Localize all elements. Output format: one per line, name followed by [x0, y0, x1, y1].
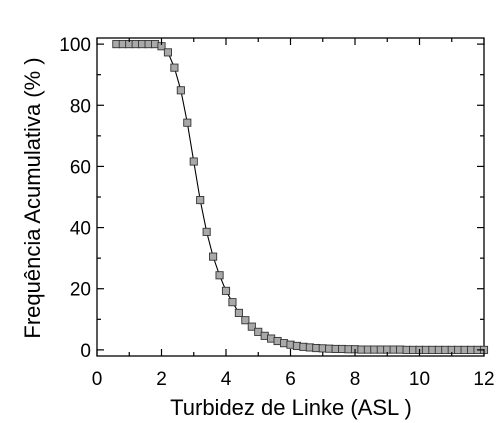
y-tick-label: 80 — [70, 96, 91, 117]
x-tick-label: 8 — [350, 369, 361, 390]
y-tick-label: 0 — [80, 341, 91, 362]
y-tick-label: 100 — [59, 35, 91, 56]
data-point — [241, 316, 250, 325]
tick-labels: 0 2 4 6 8 10 12 0 20 40 60 80 100 — [59, 35, 494, 390]
data-point — [247, 322, 256, 331]
data-point — [170, 63, 179, 72]
data-point — [196, 196, 205, 205]
data-point — [176, 86, 185, 95]
y-axis-title: Frequência Acumulativa (% ) — [20, 57, 45, 338]
x-tick-label: 6 — [285, 369, 296, 390]
axis-ticks — [96, 38, 485, 356]
y-tick-label: 40 — [70, 219, 91, 240]
y-tick-label: 60 — [70, 157, 91, 178]
data-point — [163, 48, 173, 57]
x-axis-title: Turbidez de Linke (ASL ) — [170, 395, 412, 420]
series-line — [116, 43, 484, 351]
data-point — [189, 157, 198, 166]
data-point — [228, 298, 237, 307]
data-point — [221, 286, 231, 295]
data-point — [209, 252, 218, 261]
y-tick-label: 20 — [70, 280, 91, 301]
x-tick-label: 2 — [156, 369, 167, 390]
data-point — [215, 271, 224, 280]
x-tick-label: 12 — [473, 369, 494, 390]
data-point — [234, 308, 243, 317]
plot-frame — [96, 37, 485, 357]
x-tick-label: 0 — [92, 369, 103, 390]
plot-area — [96, 37, 489, 357]
data-point — [202, 227, 211, 236]
x-tick-label: 10 — [409, 369, 430, 390]
data-point — [183, 118, 192, 127]
x-tick-label: 4 — [221, 369, 232, 390]
